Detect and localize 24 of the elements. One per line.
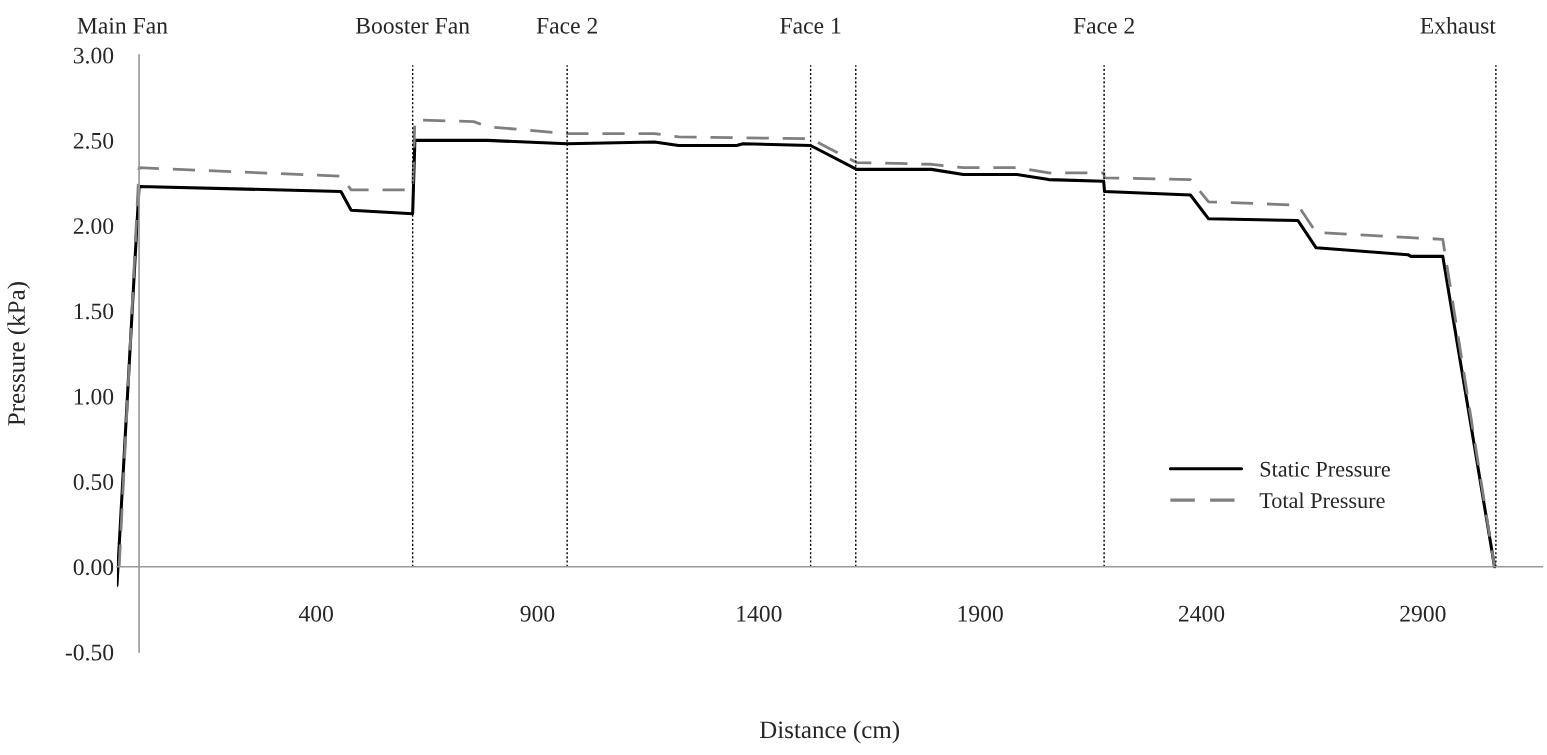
text: Main Fan — [77, 17, 168, 34]
ref-line-label: Face 2 — [1073, 17, 1134, 34]
ref-line-label: Exhaust — [1420, 17, 1496, 34]
y-tick-label: 2.00 — [73, 218, 114, 235]
y-tick-label: 3.00 — [73, 47, 114, 64]
y-tick-label: 1.50 — [74, 303, 114, 320]
x-tick-label: 400 — [298, 605, 333, 622]
y-tick-label: 2.50 — [73, 132, 114, 149]
legend-label: Static Pressure — [1260, 461, 1390, 477]
ref-line-label: Face 2 — [536, 17, 597, 34]
y-tick-label: -0.50 — [65, 644, 114, 661]
y-axis-title: Pressure (kPa) — [7, 282, 30, 426]
x-tick-label: 2400 — [1178, 605, 1225, 622]
y-tick-label: 1.00 — [74, 388, 114, 405]
x-tick-label: 2900 — [1400, 605, 1446, 622]
y-tick-label: 0.00 — [73, 559, 114, 576]
x-tick-label: 900 — [520, 605, 555, 622]
x-tick-label: 1400 — [737, 605, 782, 622]
y-tick-label: 0.50 — [73, 473, 114, 490]
x-axis-title: Distance (cm) — [759, 720, 900, 744]
x-tick-label: 1900 — [958, 605, 1003, 622]
ref-line-label: Booster Fan — [355, 17, 470, 34]
ref-line-label: Face 1 — [780, 17, 841, 34]
legend-label: Total Pressure — [1259, 492, 1385, 509]
